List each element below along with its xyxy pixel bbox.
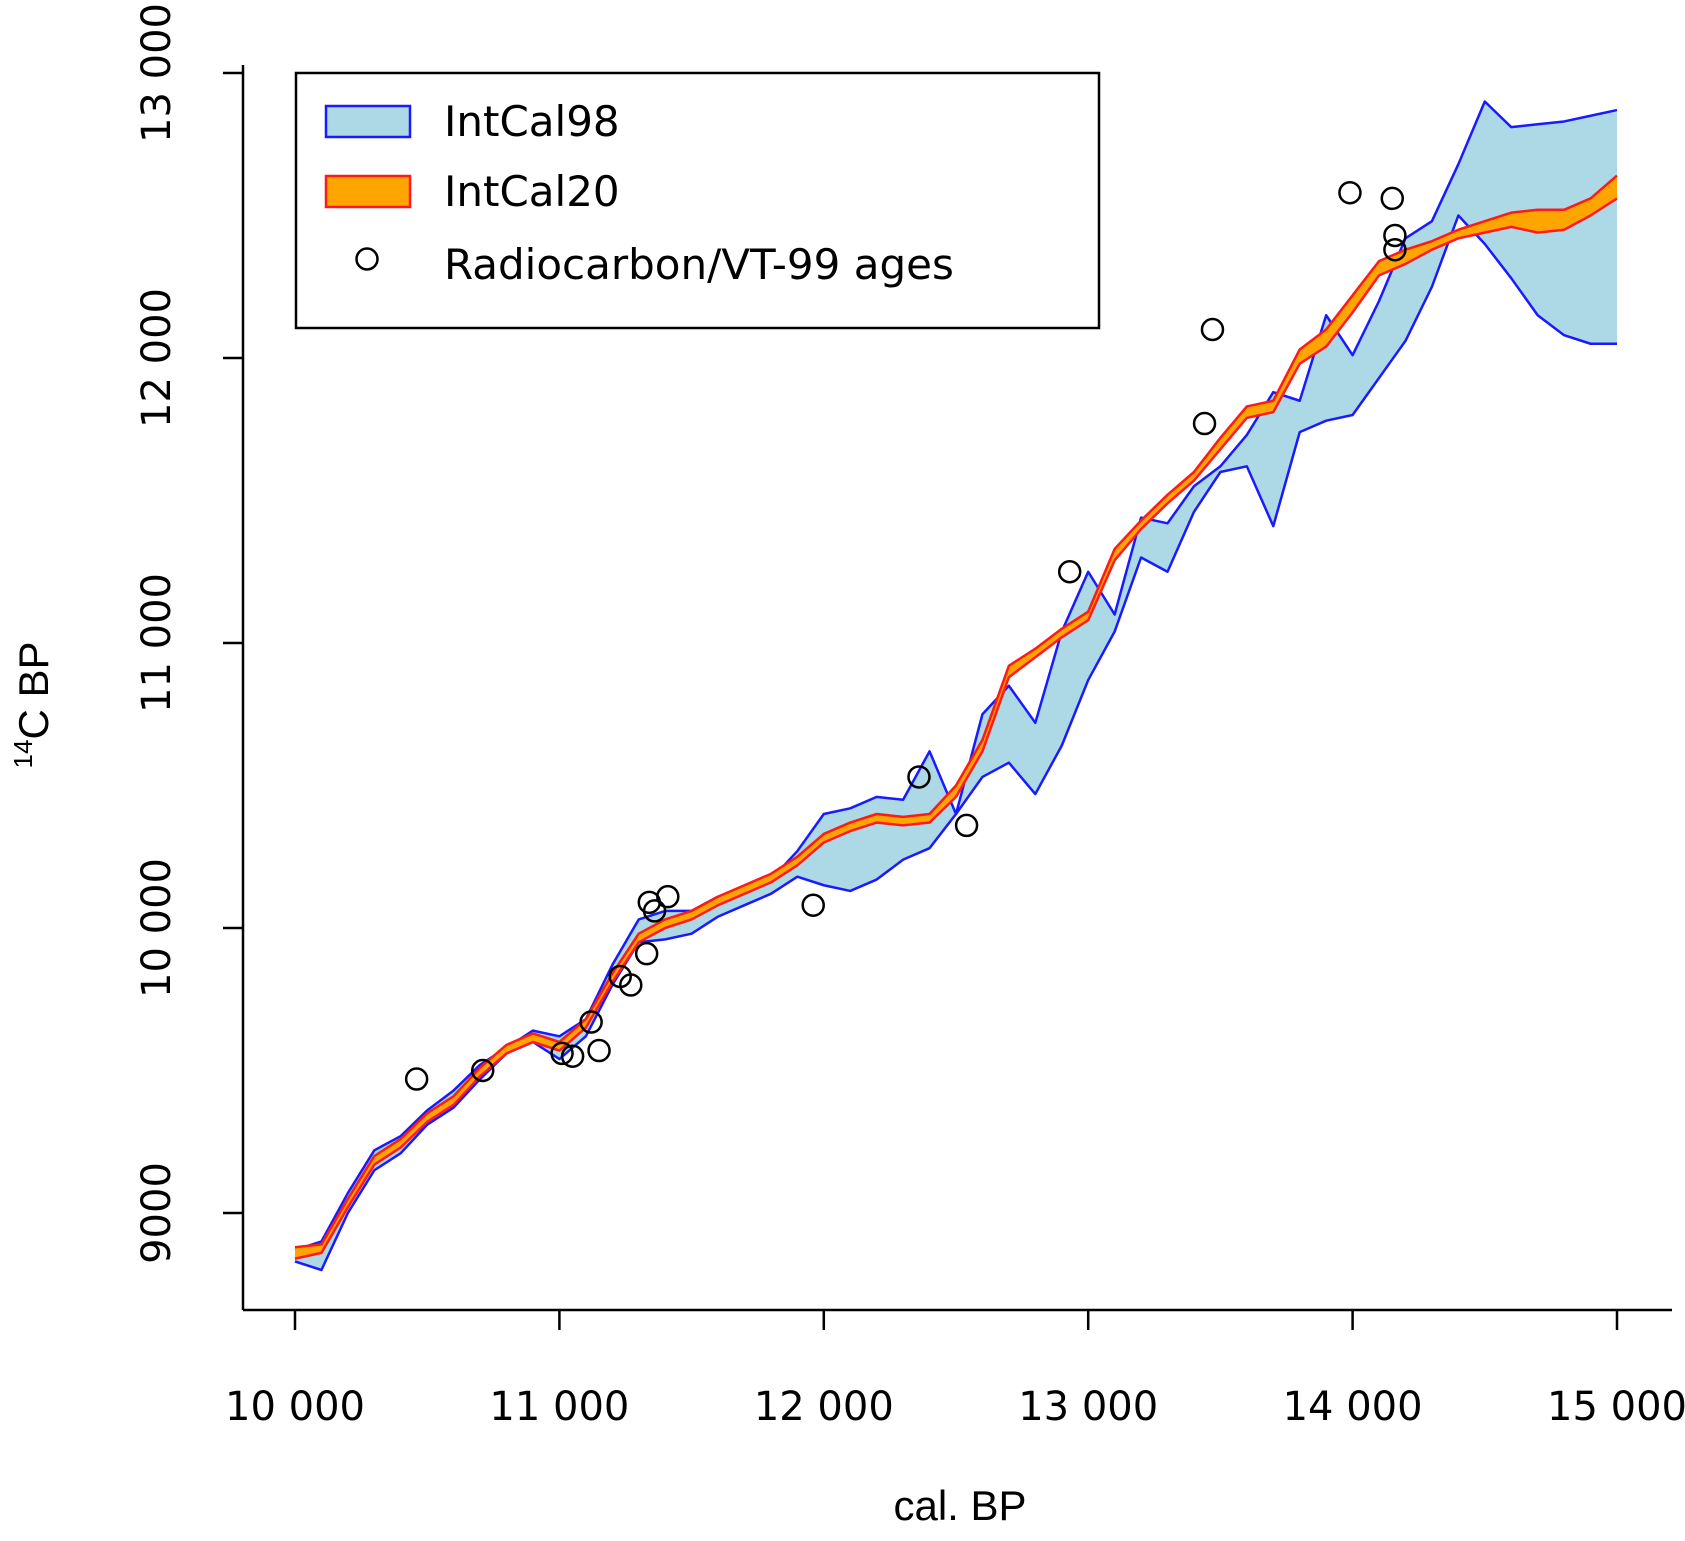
legend-label-intcal98: IntCal98 [444,97,620,146]
data-point [1383,237,1407,262]
data-point [560,1044,585,1068]
data-point [1192,411,1217,436]
data-point [801,893,825,917]
y-tick-label: 10 000 [134,858,180,998]
legend-label-points: Radiocarbon/VT-99 ages [444,240,954,289]
data-point [1057,560,1082,584]
x-tick-label: 11 000 [489,1384,629,1430]
svg-text:14C BP: 14C BP [8,642,57,769]
intcal20-band-fill [295,175,1617,1259]
plot-points [404,180,1407,1091]
legend-swatch-intcal20 [324,174,412,209]
legend-swatch-intcal98 [324,104,412,139]
legend: IntCal98 IntCal20 Radiocarbon/VT-99 ages [294,71,1101,330]
data-point [470,1058,495,1083]
y-tick-label: 11 000 [134,573,180,713]
data-point [656,884,680,909]
y-axis-ticks: 9000 10 000 11 000 12 000 13 000 [134,3,243,1264]
data-point [619,973,643,997]
data-point [1338,180,1362,205]
intcal20-upper-line [294,174,1618,1249]
legend-label-intcal20: IntCal20 [444,167,620,216]
y-tick-label: 13 000 [134,3,180,143]
x-tick-label: 10 000 [225,1384,365,1430]
x-axis-title: cal. BP [893,1482,1026,1529]
x-tick-label: 15 000 [1547,1384,1685,1430]
legend-box [294,71,1101,330]
data-point [642,899,667,923]
data-point [634,941,659,966]
legend-marker-points [355,247,379,271]
data-point [1383,223,1407,248]
data-point [550,1041,574,1066]
x-tick-label: 12 000 [754,1384,894,1430]
intcal20-lower-line [294,197,1618,1260]
data-point [587,1038,611,1063]
y-axis-title-group: 14C BP [8,642,57,769]
data-point [579,1010,603,1034]
y-axis-title: C BP [10,642,57,740]
data-point [907,765,931,789]
data-point [404,1067,429,1091]
data-point [1200,317,1225,342]
y-tick-label: 12 000 [134,288,180,428]
x-axis-ticks: 10 000 11 000 12 000 13 000 14 000 15 000 [225,1310,1685,1430]
data-point [954,813,979,838]
data-point [1380,186,1405,211]
intcal98-lower-line [294,214,1617,1272]
y-axis-title-superscript: 14 [8,740,38,769]
x-tick-label: 14 000 [1283,1384,1423,1430]
x-tick-label: 13 000 [1018,1384,1158,1430]
y-tick-label: 9000 [134,1162,180,1264]
intcal98-band-fill [295,101,1617,1270]
